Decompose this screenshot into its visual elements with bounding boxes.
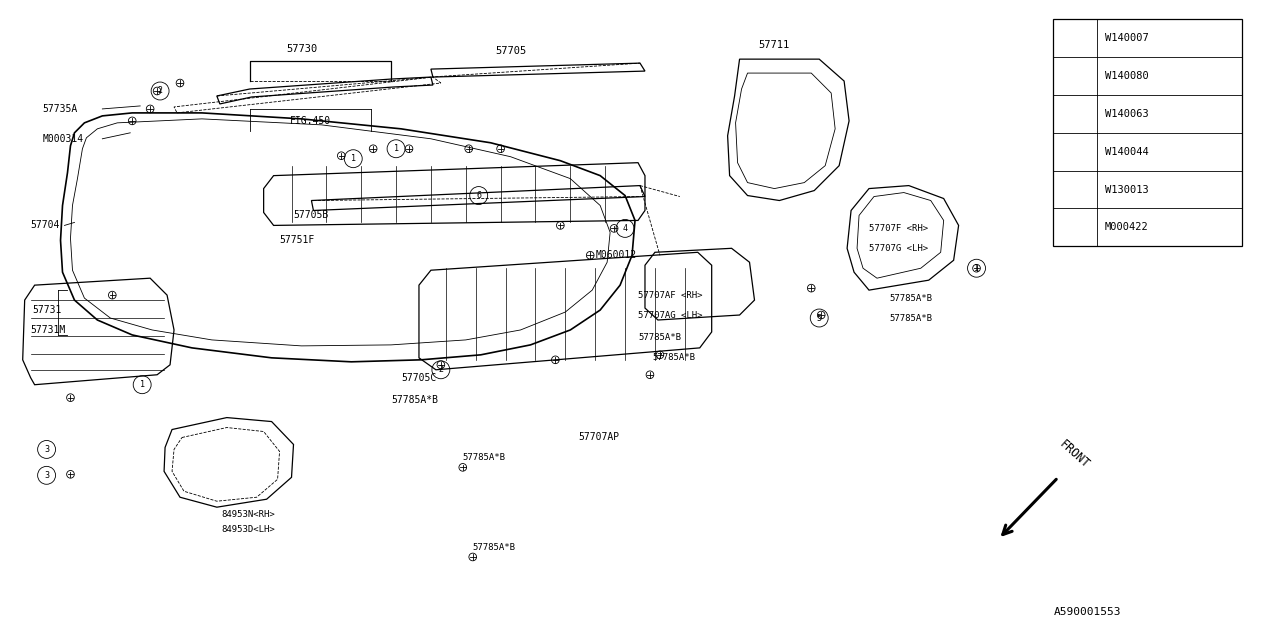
Text: W130013: W130013 (1105, 184, 1148, 195)
Text: 6: 6 (1073, 223, 1078, 232)
Text: 1: 1 (351, 154, 356, 163)
Text: 84953N<RH>: 84953N<RH> (221, 509, 275, 518)
Text: 57751F: 57751F (279, 236, 315, 245)
Text: 57785A*B: 57785A*B (463, 453, 506, 462)
Text: 57731: 57731 (33, 305, 61, 315)
Text: 57707G <LH>: 57707G <LH> (869, 244, 928, 253)
Text: 2: 2 (1073, 71, 1078, 81)
Text: 3: 3 (44, 471, 49, 480)
Text: 57785A*B: 57785A*B (888, 314, 932, 323)
Text: 1: 1 (974, 264, 979, 273)
Text: M000422: M000422 (1105, 223, 1148, 232)
Text: M000314: M000314 (42, 134, 83, 144)
Text: 57785A*B: 57785A*B (888, 294, 932, 303)
Text: 57785A*B: 57785A*B (472, 543, 516, 552)
Text: 6: 6 (476, 191, 481, 200)
Text: 57707AP: 57707AP (579, 433, 620, 442)
Text: 3: 3 (1073, 109, 1078, 119)
Text: 57705B: 57705B (293, 211, 329, 220)
Text: 1: 1 (1073, 33, 1078, 44)
Text: 57730: 57730 (285, 44, 317, 54)
Text: 57707F <RH>: 57707F <RH> (869, 224, 928, 233)
Text: W140044: W140044 (1105, 147, 1148, 157)
Text: FIG.450: FIG.450 (289, 116, 332, 126)
Text: 2: 2 (157, 86, 163, 95)
Text: 57731M: 57731M (31, 325, 65, 335)
Text: 57735A: 57735A (42, 104, 78, 114)
Text: 57705C: 57705C (401, 372, 436, 383)
Text: 2: 2 (438, 365, 443, 374)
Text: W140063: W140063 (1105, 109, 1148, 119)
Text: 4: 4 (622, 224, 627, 233)
Text: 5: 5 (1073, 184, 1078, 195)
Text: 57785A*B: 57785A*B (652, 353, 695, 362)
Text: W140080: W140080 (1105, 71, 1148, 81)
Text: 57785A*B: 57785A*B (392, 395, 438, 404)
Text: FRONT: FRONT (1056, 438, 1092, 471)
Text: 57707AF <RH>: 57707AF <RH> (637, 291, 703, 300)
Text: M060012: M060012 (595, 250, 636, 260)
Text: 5: 5 (817, 314, 822, 323)
Text: A590001553: A590001553 (1055, 607, 1121, 617)
Text: 57705: 57705 (495, 46, 526, 56)
Text: 4: 4 (1073, 147, 1078, 157)
Text: 57704: 57704 (31, 220, 60, 230)
Text: 57785A*B: 57785A*B (637, 333, 681, 342)
Text: 1: 1 (140, 380, 145, 389)
Text: W140007: W140007 (1105, 33, 1148, 44)
Text: 3: 3 (44, 445, 49, 454)
Text: 1: 1 (393, 144, 398, 153)
Bar (1053, 19, 1243, 246)
Text: 57707AG <LH>: 57707AG <LH> (637, 310, 703, 319)
Text: 84953D<LH>: 84953D<LH> (221, 525, 275, 534)
Text: 57711: 57711 (759, 40, 790, 50)
